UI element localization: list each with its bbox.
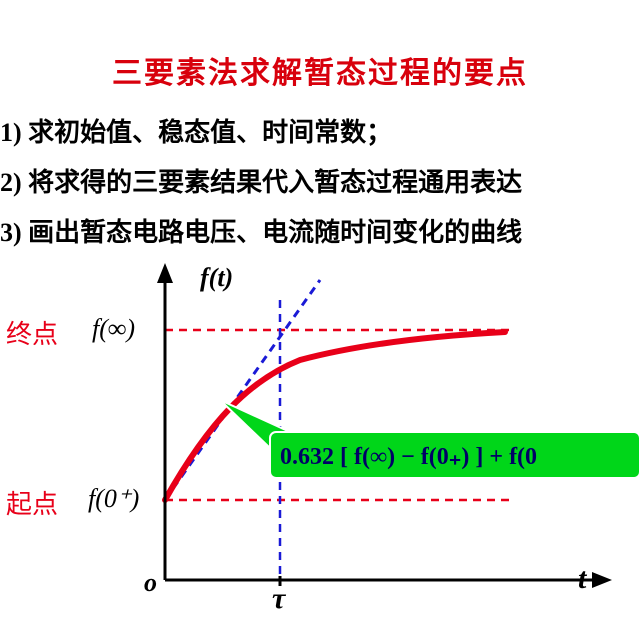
origin-label: o bbox=[144, 568, 157, 598]
y-axis-label: f(t) bbox=[200, 263, 233, 293]
f0-label: f(0⁺) bbox=[88, 484, 139, 514]
end-point-label: 终点 bbox=[6, 314, 58, 351]
y-axis-arrowhead bbox=[157, 263, 173, 283]
start-point-label: 起点 bbox=[6, 484, 58, 521]
x-axis-label: t bbox=[578, 562, 586, 596]
finf-label: f(∞) bbox=[92, 314, 135, 344]
tau-label: τ bbox=[272, 582, 285, 616]
x-axis-arrowhead bbox=[592, 572, 612, 588]
callout-formula: 0.632 [ f(∞) − f(0₊) ] + f(0 bbox=[280, 442, 537, 471]
